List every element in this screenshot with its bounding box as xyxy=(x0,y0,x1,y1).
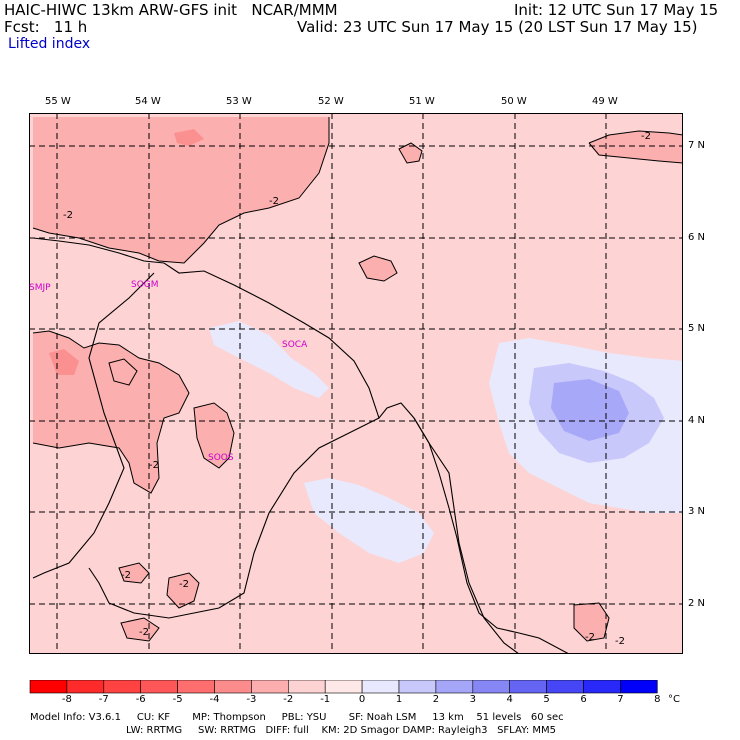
lon-label-53w: 53 W xyxy=(226,96,252,107)
colorbar-tick-label: 1 xyxy=(395,694,403,705)
border-brazil-east xyxy=(413,417,520,654)
lat-label-4n: 4 N xyxy=(688,415,706,426)
field-region-southeast xyxy=(574,603,609,641)
colorbar-swatch xyxy=(140,680,178,694)
init-time: Init: 12 UTC Sun 17 May 15 xyxy=(514,1,719,19)
contour-label: -2 xyxy=(139,627,149,638)
contour-line-soos xyxy=(193,402,235,469)
contour-label: -2 xyxy=(179,579,189,590)
contour-label: -2 xyxy=(269,196,279,207)
field-patch-strong-1 xyxy=(174,129,204,146)
colorbar-swatch xyxy=(103,680,142,694)
field-name: Lifted index xyxy=(8,36,91,52)
contour-label: -2 xyxy=(641,131,651,142)
colorbar-swatch xyxy=(29,680,68,694)
lon-label-49w: 49 W xyxy=(592,96,618,107)
field-region-central-stable xyxy=(209,321,329,398)
colorbar-tick-label: 7 xyxy=(617,694,624,705)
colorbar-swatch xyxy=(177,680,215,694)
colorbar-tick-label: -5 xyxy=(172,694,183,705)
lat-label-5n: 5 N xyxy=(688,323,706,334)
valid-time: Valid: 23 UTC Sun 17 May 15 (20 LST Sun … xyxy=(297,18,698,36)
colorbar xyxy=(29,680,658,694)
lat-label-2n: 2 N xyxy=(688,598,706,609)
colorbar-swatch xyxy=(287,680,326,694)
contour-label: -2 xyxy=(615,636,625,647)
field-region-soos xyxy=(194,403,234,468)
contour-line-central xyxy=(358,255,398,282)
map-frame xyxy=(29,113,683,654)
station-label-soos: SOOS xyxy=(208,453,234,463)
colorbar-tick-label: -6 xyxy=(135,694,146,705)
colorbar-tick-label: -1 xyxy=(320,694,331,705)
lon-label-54w: 54 W xyxy=(135,96,161,107)
contour-label: -2 xyxy=(149,460,159,471)
lat-label-7n: 7 N xyxy=(688,140,706,151)
station-label-smjp: SMJP xyxy=(29,283,51,293)
colorbar-swatch xyxy=(435,680,474,694)
colorbar-tick-label: -4 xyxy=(209,694,220,705)
lifted-index-map: -2 -2 -2 -2 -2 -2 -2 -2 -2 xyxy=(29,113,683,654)
contour-label: -2 xyxy=(63,210,73,221)
colorbar-swatch xyxy=(509,680,547,694)
field-region-north xyxy=(33,117,329,263)
field-region-north-island xyxy=(399,143,422,163)
lat-label-6n: 6 N xyxy=(688,232,706,243)
contour-line-north-island xyxy=(398,142,423,164)
model-info-line2: LW: RRTMG SW: RRTMG DIFF: full KM: 2D Sm… xyxy=(126,725,556,736)
colorbar-swatch xyxy=(324,680,363,694)
colorbar-unit: °C xyxy=(668,694,680,705)
contour-label: -2 xyxy=(585,632,595,643)
colorbar-swatch xyxy=(66,680,105,694)
field-region-east-stable-3 xyxy=(551,379,629,441)
colorbar-tick-label: -7 xyxy=(98,694,109,705)
station-label-soca: SOCA xyxy=(282,340,308,350)
coastline xyxy=(32,237,570,654)
field-region-northeast xyxy=(589,131,683,163)
border-french-guiana-brazil xyxy=(88,417,380,619)
colorbar-tick-label: 0 xyxy=(358,694,366,705)
lat-label-3n: 3 N xyxy=(688,506,706,517)
colorbar-swatch xyxy=(583,680,621,694)
lon-label-50w: 50 W xyxy=(501,96,527,107)
model-info-line1: Model Info: V3.6.1 CU: KF MP: Thompson P… xyxy=(30,712,564,723)
colorbar-tick-label: -2 xyxy=(283,694,294,705)
colorbar-swatch xyxy=(361,680,400,694)
colorbar-swatch xyxy=(214,680,252,694)
field-region-south-stable xyxy=(304,478,434,563)
colorbar-tick-label: -3 xyxy=(246,694,257,705)
forecast-hour: Fcst: 11 h xyxy=(4,18,88,36)
contour-line-southeast xyxy=(573,602,610,642)
contour-line-south-west xyxy=(118,562,200,642)
field-region-central xyxy=(359,256,397,281)
contour-label: -2 xyxy=(121,570,131,581)
contour-line-northeast xyxy=(588,130,683,164)
colorbar-swatch xyxy=(546,680,584,694)
lon-label-52w: 52 W xyxy=(318,96,344,107)
model-title: HAIC-HIWC 13km ARW-GFS init NCAR/MMM xyxy=(4,1,338,19)
lon-label-51w: 51 W xyxy=(409,96,435,107)
colorbar-tick-label: 6 xyxy=(580,694,587,705)
colorbar-tick-label: 8 xyxy=(654,694,661,705)
colorbar-tick-label: 5 xyxy=(543,694,550,705)
colorbar-swatch xyxy=(620,680,658,694)
colorbar-swatch xyxy=(398,680,437,694)
colorbar-swatch xyxy=(472,680,510,694)
colorbar-tick-label: 2 xyxy=(432,694,440,705)
contour-line-west xyxy=(32,330,190,494)
contour-line-north xyxy=(32,117,330,264)
lon-label-55w: 55 W xyxy=(45,96,71,107)
colorbar-swatch xyxy=(251,680,289,694)
colorbar-tick-label: 4 xyxy=(506,694,513,705)
colorbar-tick-label: -8 xyxy=(61,694,72,705)
station-label-sogm: SOGM xyxy=(131,280,159,290)
colorbar-tick-label: 3 xyxy=(469,694,476,705)
contour-loop-west xyxy=(108,358,138,386)
border-suriname-french-guiana xyxy=(32,272,155,579)
